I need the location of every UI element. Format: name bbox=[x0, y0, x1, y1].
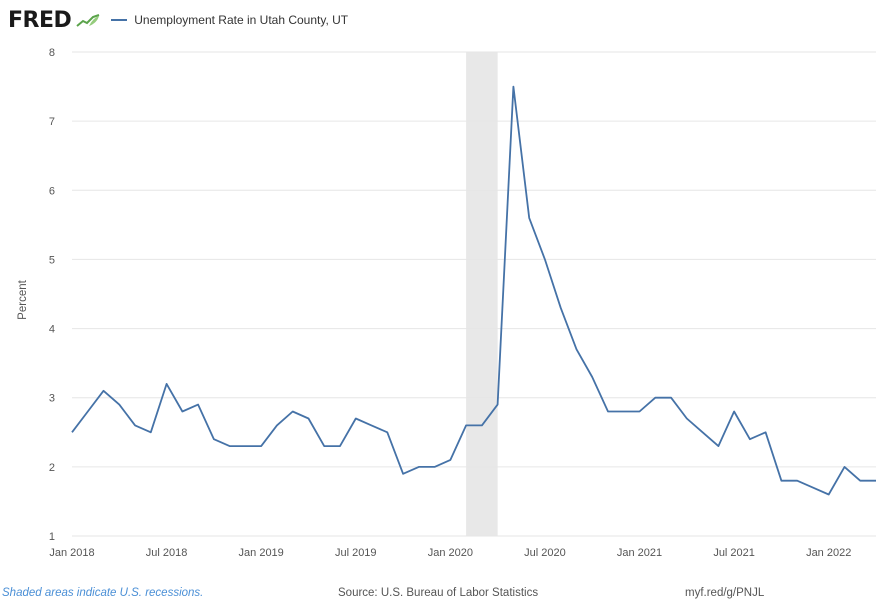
y-tick-label: 6 bbox=[49, 185, 55, 197]
x-tick-label: Jan 2022 bbox=[806, 547, 851, 559]
x-tick-label: Jan 2018 bbox=[49, 547, 94, 559]
x-tick-label: Jul 2021 bbox=[713, 547, 755, 559]
series-lines bbox=[71, 85, 876, 496]
fred-logo[interactable]: FRED bbox=[8, 7, 72, 33]
chart-header: FRED Unemployment Rate in Utah County, U… bbox=[8, 6, 348, 34]
x-tick-label: Jul 2019 bbox=[335, 547, 377, 559]
x-tick-label: Jul 2018 bbox=[146, 547, 188, 559]
recession-note: Shaded areas indicate U.S. recessions. bbox=[2, 587, 204, 599]
legend-swatch bbox=[111, 19, 128, 21]
y-tick-label: 1 bbox=[49, 531, 55, 543]
x-tick-label: Jan 2021 bbox=[617, 547, 662, 559]
source-note: Source: U.S. Bureau of Labor Statistics bbox=[338, 587, 539, 599]
y-tick-label: 3 bbox=[49, 393, 55, 405]
series-line[interactable] bbox=[71, 85, 876, 496]
y-tick-label: 8 bbox=[49, 47, 55, 59]
y-axis-ticks: 1 2 3 4 5 6 7 8 bbox=[49, 47, 55, 543]
short-link[interactable]: myf.red/g/PNJL bbox=[685, 587, 765, 599]
x-tick-label: Jul 2020 bbox=[524, 547, 566, 559]
x-tick-label: Jan 2020 bbox=[428, 547, 473, 559]
grid-lines bbox=[72, 51, 876, 537]
x-tick-label: Jan 2019 bbox=[239, 547, 284, 559]
y-tick-label: 7 bbox=[49, 116, 55, 128]
y-tick-label: 5 bbox=[49, 254, 55, 266]
legend-label: Unemployment Rate in Utah County, UT bbox=[134, 13, 349, 27]
y-tick-label: 4 bbox=[49, 324, 55, 336]
y-axis-title: Percent bbox=[17, 279, 29, 319]
recession-shading bbox=[466, 52, 498, 536]
recession-band bbox=[466, 52, 498, 536]
x-axis-ticks: Jan 2018 Jul 2018 Jan 2019 Jul 2019 Jan 2020… bbox=[49, 547, 851, 559]
y-tick-label: 2 bbox=[49, 462, 55, 474]
fred-chart-leaf-icon bbox=[76, 14, 100, 27]
legend: Unemployment Rate in Utah County, UT bbox=[111, 13, 348, 27]
